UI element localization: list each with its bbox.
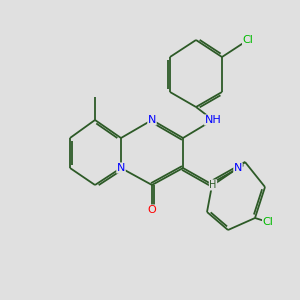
Text: N: N bbox=[117, 163, 125, 173]
Text: N: N bbox=[148, 115, 156, 125]
Text: Cl: Cl bbox=[243, 35, 254, 45]
Text: Cl: Cl bbox=[262, 217, 273, 227]
Text: H: H bbox=[209, 180, 217, 190]
Text: O: O bbox=[148, 205, 156, 215]
Text: N: N bbox=[234, 163, 242, 173]
Text: NH: NH bbox=[205, 115, 221, 125]
